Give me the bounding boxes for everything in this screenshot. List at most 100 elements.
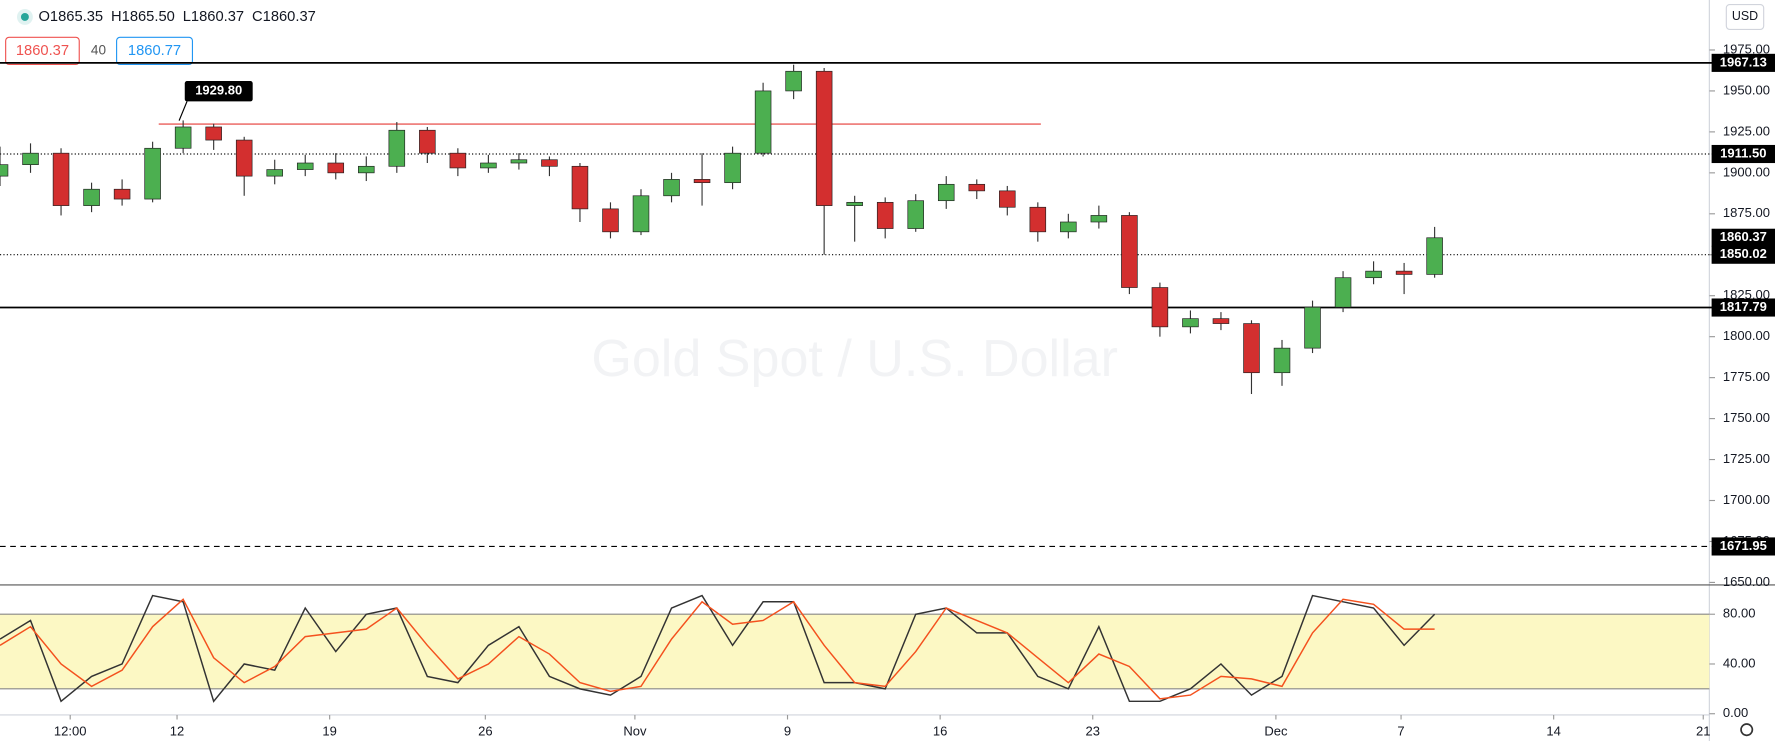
candle-body xyxy=(266,169,283,177)
currency: USD xyxy=(1732,9,1758,23)
candle-body xyxy=(632,195,650,233)
candle-body xyxy=(1365,270,1382,279)
candle-body xyxy=(1426,237,1443,275)
candle-body xyxy=(602,208,619,233)
stoch-line xyxy=(0,594,1436,703)
stoch-band xyxy=(0,614,1710,689)
y-tick-label: 1750.00 xyxy=(1723,410,1770,425)
sell-price: 1860.37 xyxy=(16,43,69,59)
x-tick-label: 12:00 xyxy=(54,723,87,738)
x-tick-label: 16 xyxy=(933,723,947,738)
y-tick-label: 1700.00 xyxy=(1723,492,1770,507)
y-tick-label: 1800.00 xyxy=(1723,328,1770,343)
candle-body xyxy=(1334,277,1352,308)
candle-body xyxy=(754,90,772,154)
candle-body xyxy=(1121,215,1138,288)
level-label: 1967.13 xyxy=(1720,54,1767,69)
ohlc-value: H1865.50 xyxy=(111,9,175,25)
x-tick-label: Dec xyxy=(1264,723,1288,738)
candle-body xyxy=(907,200,924,229)
y-tick-label: 1925.00 xyxy=(1723,123,1770,138)
x-tick-label: Nov xyxy=(623,723,647,738)
level-label: 1850.02 xyxy=(1720,246,1767,261)
candle-body xyxy=(510,159,528,164)
candle-body xyxy=(113,188,131,200)
callout-pointer xyxy=(178,101,188,121)
y-tick-label: 1825.00 xyxy=(1723,287,1770,302)
x-tick-label: 21 xyxy=(1696,723,1710,738)
candle-body xyxy=(235,139,253,177)
last-price-badge xyxy=(1711,228,1775,247)
currency-badge[interactable] xyxy=(1725,3,1765,30)
candle-body xyxy=(1304,306,1321,349)
level-badge xyxy=(1711,53,1775,72)
x-tick-label: 12 xyxy=(170,723,184,738)
candle-body xyxy=(1060,221,1077,233)
buy-badge[interactable] xyxy=(116,36,194,66)
candle-body xyxy=(846,201,863,206)
x-tick-label: 26 xyxy=(478,723,492,738)
y-tick-label: 40.00 xyxy=(1723,655,1756,670)
candle-body xyxy=(52,152,70,206)
level-label: 1817.79 xyxy=(1720,299,1767,314)
candle-body xyxy=(174,126,192,149)
y-tick-label: 1950.00 xyxy=(1723,82,1770,97)
candle-body xyxy=(83,188,100,206)
settings-icon[interactable] xyxy=(1740,723,1754,737)
candle-body xyxy=(327,162,345,174)
level-badge xyxy=(1711,298,1775,317)
x-tick-label: 23 xyxy=(1086,723,1100,738)
sell-badge[interactable] xyxy=(5,36,80,66)
callout-label: 1929.80 xyxy=(195,83,242,98)
candle-body xyxy=(1395,270,1413,275)
candle-body xyxy=(144,147,161,200)
ohlc-value: C1860.37 xyxy=(252,9,316,25)
candle-body xyxy=(296,162,314,170)
ohlc-value: O1865.35 xyxy=(38,9,103,25)
candle-body xyxy=(1243,323,1260,374)
candle-body xyxy=(541,159,558,167)
candle-body xyxy=(693,179,711,184)
buy-price: 1860.77 xyxy=(128,43,181,59)
x-tick-label: 9 xyxy=(784,723,791,738)
x-tick-label: 19 xyxy=(322,723,336,738)
stoch-line xyxy=(0,598,1435,700)
candle-body xyxy=(0,164,9,177)
level-label: 1911.50 xyxy=(1720,145,1766,160)
last-price-label: 1860.37 xyxy=(1720,229,1767,244)
status-dot xyxy=(20,13,29,21)
candle-body xyxy=(815,70,833,206)
ohlc-value: L1860.37 xyxy=(183,9,244,25)
level-badge xyxy=(1711,144,1775,164)
level-badge xyxy=(1711,245,1775,264)
candle-body xyxy=(724,152,741,184)
candle-body xyxy=(22,152,39,165)
y-tick-label: 1725.00 xyxy=(1723,451,1770,466)
y-tick-label: 1650.00 xyxy=(1723,574,1770,589)
x-tick-label: 14 xyxy=(1546,723,1560,738)
candle-body xyxy=(1212,318,1230,324)
candle-body xyxy=(571,165,589,210)
candle-body xyxy=(388,129,406,167)
candle-body xyxy=(358,165,375,174)
candle-body xyxy=(1151,287,1169,328)
candle-body xyxy=(480,162,497,169)
watermark: Gold Spot / U.S. Dollar xyxy=(591,330,1118,388)
y-tick-label: 1775.00 xyxy=(1723,369,1770,384)
y-tick-label: 1900.00 xyxy=(1723,164,1770,179)
candle-body xyxy=(785,70,802,92)
y-tick-label: 1875.00 xyxy=(1723,205,1770,220)
candle-body xyxy=(663,179,680,197)
callout-box xyxy=(184,81,253,102)
y-tick-label: 80.00 xyxy=(1723,606,1756,621)
candle-body xyxy=(1182,318,1199,328)
candle-body xyxy=(876,201,894,229)
y-tick-label: 1975.00 xyxy=(1723,41,1770,56)
level-label: 1671.95 xyxy=(1720,538,1767,553)
spread: 40 xyxy=(91,42,107,57)
candle-body xyxy=(205,126,222,141)
y-tick-label: 0.00 xyxy=(1723,705,1748,720)
candle-body xyxy=(449,152,467,169)
